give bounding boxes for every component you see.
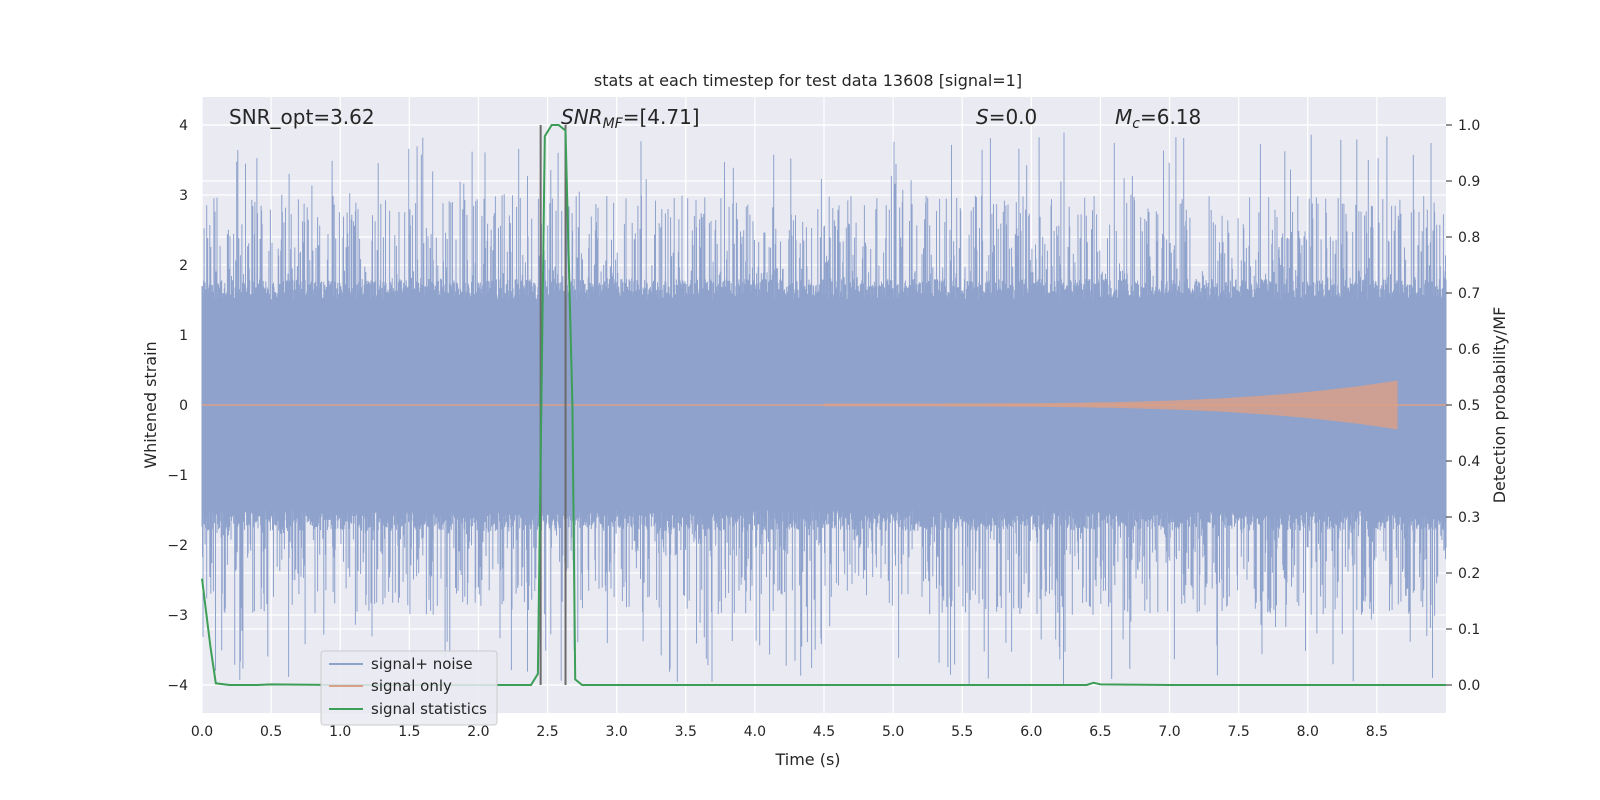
y-tick-label: 0 <box>179 398 188 414</box>
x-tick-label: 1.0 <box>329 724 351 740</box>
x-tick-label: 8.0 <box>1297 724 1319 740</box>
x-tick-label: 3.0 <box>606 724 628 740</box>
signal-only-series <box>202 380 1446 430</box>
x-tick-label: 0.0 <box>191 724 213 740</box>
x-tick-label: 2.5 <box>536 724 558 740</box>
y2-tick-label: 0.4 <box>1458 454 1480 470</box>
x-tick-label: 0.5 <box>260 724 282 740</box>
y2-tick-label: 0.8 <box>1458 230 1480 246</box>
snr-mf-annotation: SNRMF=[4.71] <box>561 105 700 132</box>
snr-mf-subscript: MF <box>603 116 624 132</box>
x-tick-label: 4.0 <box>744 724 766 740</box>
legend: signal+ noise signal only signal statist… <box>320 650 498 726</box>
axis-ticks: 0.0 0.5 1.0 1.5 2.0 2.5 3.0 3.5 4.0 4.5 5.0 5.5 6.0 6… <box>167 118 1480 740</box>
y-tick-label: 2 <box>179 258 188 274</box>
snr-mf-symbol: SNR <box>561 105 603 129</box>
y-tick-label: 3 <box>179 188 188 204</box>
legend-label-signal-statistics: signal statistics <box>371 700 487 718</box>
snr-opt-annotation: SNR_opt=3.62 <box>229 105 375 129</box>
x-tick-label: 7.5 <box>1228 724 1250 740</box>
y-tick-label: −1 <box>167 468 188 484</box>
x-tick-label: 2.0 <box>467 724 489 740</box>
y2-tick-label: 0.1 <box>1458 622 1480 638</box>
x-tick-label: 5.5 <box>951 724 973 740</box>
y2-tick-label: 0.5 <box>1458 398 1480 414</box>
y2-tick-label: 1.0 <box>1458 118 1480 134</box>
y2-tick-label: 0.0 <box>1458 678 1480 694</box>
x-tick-label: 3.5 <box>675 724 697 740</box>
signal-statistics-series <box>201 124 1446 686</box>
x-tick-label: 5.0 <box>882 724 904 740</box>
x-tick-label: 4.5 <box>813 724 835 740</box>
mc-symbol: M <box>1115 105 1132 129</box>
y-axis-label: Whitened strain <box>141 341 160 468</box>
s-annotation: S=0.0 <box>976 105 1037 129</box>
x-tick-label: 6.0 <box>1020 724 1042 740</box>
y2-tick-label: 0.6 <box>1458 342 1480 358</box>
legend-label-signal-noise: signal+ noise <box>371 655 473 673</box>
y2-axis-label: Detection probability/MF <box>1490 307 1509 504</box>
mc-subscript: c <box>1132 116 1140 132</box>
mc-annotation: Mc=6.18 <box>1115 105 1201 132</box>
x-tick-label: 1.5 <box>398 724 420 740</box>
signal-only-chirp <box>824 380 1398 430</box>
snr-mf-value: =[4.71] <box>623 105 700 129</box>
s-symbol: S <box>976 105 989 129</box>
y-tick-label: 1 <box>179 328 188 344</box>
x-tick-label: 7.0 <box>1158 724 1180 740</box>
y-tick-label: −3 <box>167 608 188 624</box>
y2-tick-label: 0.9 <box>1458 174 1480 190</box>
y-tick-label: −2 <box>167 538 188 554</box>
x-axis-label: Time (s) <box>774 750 840 769</box>
y-tick-label: 4 <box>179 118 188 134</box>
y2-tick-label: 0.3 <box>1458 510 1480 526</box>
x-tick-label: 6.5 <box>1089 724 1111 740</box>
chart-title: stats at each timestep for test data 136… <box>594 71 1022 90</box>
signal-statistics-line <box>201 124 1446 686</box>
y2-tick-label: 0.2 <box>1458 566 1480 582</box>
legend-label-signal-only: signal only <box>371 677 452 695</box>
s-value: =0.0 <box>989 105 1038 129</box>
x-tick-label: 8.5 <box>1366 724 1388 740</box>
legend-box <box>320 650 498 726</box>
y-tick-label: −4 <box>167 678 188 694</box>
y2-tick-label: 0.7 <box>1458 286 1480 302</box>
mc-value: =6.18 <box>1140 105 1201 129</box>
